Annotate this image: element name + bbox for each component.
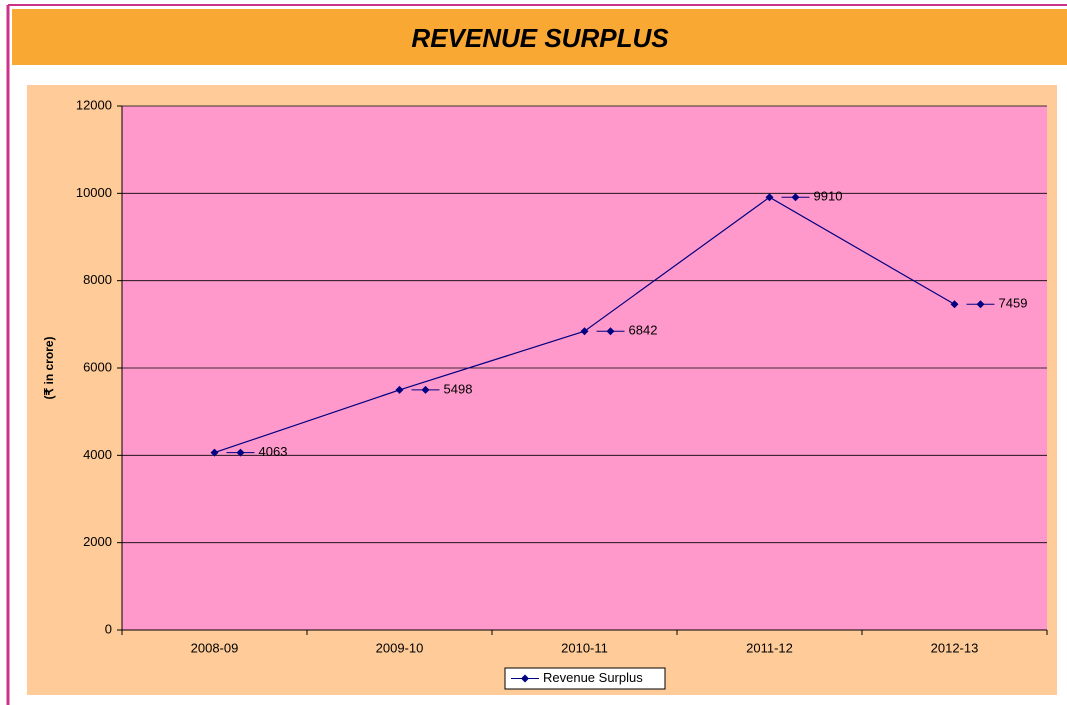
data-label: 6842 xyxy=(629,323,658,338)
data-label: 4063 xyxy=(259,444,288,459)
data-point xyxy=(580,327,589,336)
label-key-marker xyxy=(976,300,985,309)
y-tick-label: 2000 xyxy=(83,534,112,549)
label-key-marker xyxy=(791,193,800,202)
y-tick-label: 8000 xyxy=(83,272,112,287)
x-tick-label: 2009-10 xyxy=(376,640,424,655)
label-key-marker xyxy=(421,385,430,394)
y-tick-label: 12000 xyxy=(76,97,112,112)
data-label: 5498 xyxy=(444,381,473,396)
x-tick-label: 2010-11 xyxy=(561,640,608,655)
y-tick-label: 10000 xyxy=(76,185,112,200)
label-key-marker xyxy=(606,327,615,336)
header-bar xyxy=(12,9,1067,65)
legend-label: Revenue Surplus xyxy=(543,670,643,685)
x-tick-label: 2012-13 xyxy=(931,640,979,655)
y-tick-label: 6000 xyxy=(83,359,112,374)
y-tick-label: 4000 xyxy=(83,447,112,462)
data-label: 9910 xyxy=(814,189,843,204)
data-label: 7459 xyxy=(999,296,1028,311)
data-point xyxy=(765,193,774,202)
y-tick-label: 0 xyxy=(105,621,112,636)
x-tick-label: 2008-09 xyxy=(191,640,239,655)
legend-key-marker xyxy=(521,674,529,683)
data-point xyxy=(395,385,404,394)
x-tick-label: 2011-12 xyxy=(746,640,793,655)
data-point xyxy=(950,300,959,309)
label-key-marker xyxy=(236,448,245,457)
y-axis-label: (₹ in crore) xyxy=(42,337,56,400)
data-point xyxy=(210,448,219,457)
legend-box xyxy=(504,667,666,690)
chart-title: REVENUE SURPLUS xyxy=(411,23,669,53)
